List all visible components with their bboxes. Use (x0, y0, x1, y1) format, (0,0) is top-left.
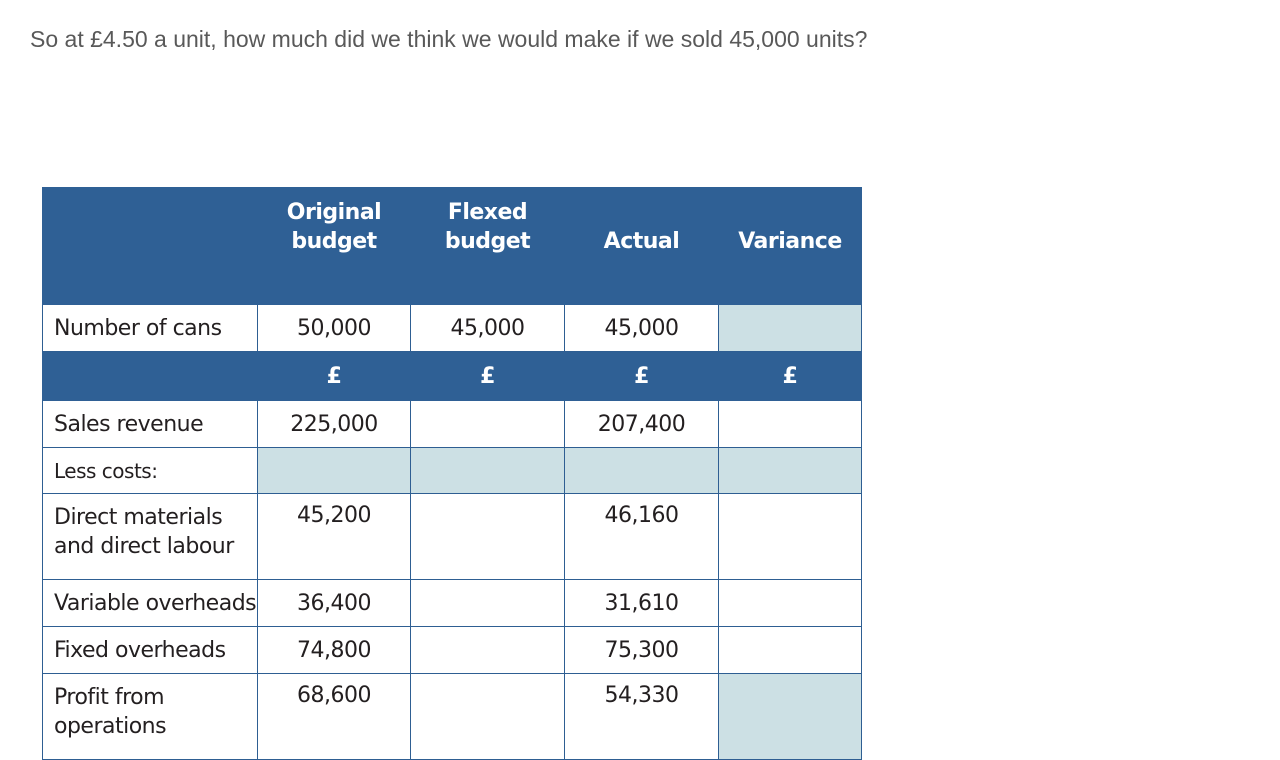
cell-original: 45,200 (257, 493, 411, 580)
cell-actual (564, 447, 719, 494)
cell-variance (718, 447, 862, 494)
table-header-row: Original budget Flexed budget Actual Var… (42, 187, 862, 305)
header-original-line1: Original (286, 200, 382, 225)
table-row: Direct materials and direct labour 45,20… (42, 493, 862, 580)
cell-flexed (410, 626, 565, 674)
row-label-variable-overheads: Variable overheads (42, 579, 258, 627)
cell-variance (718, 400, 862, 448)
row-label-number-of-cans: Number of cans (42, 304, 258, 352)
currency-actual: £ (564, 351, 719, 401)
currency-original: £ (257, 351, 411, 401)
table-row: Fixed overheads 74,800 75,300 (42, 626, 862, 674)
cell-flexed: 45,000 (410, 304, 565, 352)
header-variance: Variance (718, 187, 862, 305)
table-row: Less costs: (42, 447, 862, 494)
header-label-blank (42, 187, 258, 305)
label-line2: and direct labour (54, 534, 234, 559)
cell-flexed (410, 493, 565, 580)
header-original-line2: budget (291, 229, 377, 254)
cell-original: 74,800 (257, 626, 411, 674)
row-label-profit-from-operations: Profit from operations (42, 673, 258, 760)
label-line1: Profit from (54, 685, 165, 710)
currency-variance: £ (718, 351, 862, 401)
table-row: Variable overheads 36,400 31,610 (42, 579, 862, 627)
table-row: Number of cans 50,000 45,000 45,000 (42, 304, 862, 352)
row-label-less-costs: Less costs: (42, 447, 258, 494)
cell-original: 50,000 (257, 304, 411, 352)
table-row: Profit from operations 68,600 54,330 (42, 673, 862, 760)
cell-actual: 46,160 (564, 493, 719, 580)
cell-flexed (410, 579, 565, 627)
currency-label-blank (42, 351, 258, 401)
cell-actual: 31,610 (564, 579, 719, 627)
cell-variance (718, 673, 862, 760)
cell-original: 36,400 (257, 579, 411, 627)
flexed-budget-table: Original budget Flexed budget Actual Var… (42, 187, 862, 760)
row-label-fixed-overheads: Fixed overheads (42, 626, 258, 674)
header-flexed-budget: Flexed budget (410, 187, 565, 305)
question-text: So at £4.50 a unit, how much did we thin… (30, 26, 868, 52)
cell-actual: 207,400 (564, 400, 719, 448)
row-label-sales-revenue: Sales revenue (42, 400, 258, 448)
cell-variance (718, 493, 862, 580)
table-row: Sales revenue 225,000 207,400 (42, 400, 862, 448)
label-line1: Direct materials (54, 505, 223, 530)
cell-flexed (410, 447, 565, 494)
header-actual: Actual (564, 187, 719, 305)
currency-row: £ £ £ £ (42, 351, 862, 401)
cell-actual: 54,330 (564, 673, 719, 760)
header-flexed-line2: budget (444, 229, 531, 254)
cell-variance (718, 579, 862, 627)
cell-variance (718, 304, 862, 352)
cell-variance (718, 626, 862, 674)
currency-flexed: £ (410, 351, 565, 401)
header-original-budget: Original budget (257, 187, 411, 305)
cell-actual: 75,300 (564, 626, 719, 674)
cell-flexed (410, 400, 565, 448)
cell-original (257, 447, 411, 494)
header-flexed-line1: Flexed (447, 200, 528, 225)
cell-original: 225,000 (257, 400, 411, 448)
row-label-direct-materials: Direct materials and direct labour (42, 493, 258, 580)
cell-original: 68,600 (257, 673, 411, 760)
cell-flexed (410, 673, 565, 760)
label-line2: operations (54, 714, 167, 739)
cell-actual: 45,000 (564, 304, 719, 352)
